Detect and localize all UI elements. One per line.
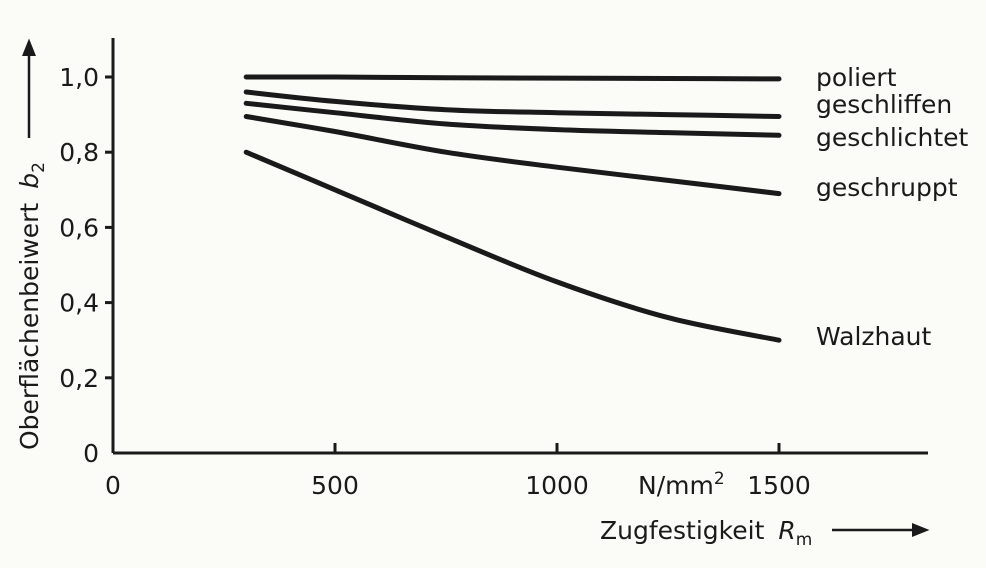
data-series <box>243 74 782 343</box>
series-label-poliert: poliert <box>816 63 897 92</box>
x-axis-unit: N/mm2 <box>638 469 725 500</box>
series-label-geschruppt: geschruppt <box>816 173 958 202</box>
y-tick-label: 0,8 <box>59 138 99 167</box>
series-label-geschlichtet: geschlichtet <box>816 123 969 152</box>
series-line-geschlichtet <box>243 100 782 138</box>
x-tick-label: 500 <box>311 471 359 500</box>
x-tick-label: 1000 <box>525 471 589 500</box>
series-line-poliert <box>243 74 782 82</box>
x-axis-ticks: 0 500 1000 1500 <box>105 443 811 500</box>
y-tick-label: 0,6 <box>59 213 99 242</box>
x-tick-label: 1500 <box>747 471 811 500</box>
y-tick-label: 0,2 <box>59 364 99 393</box>
x-tick-label: 0 <box>105 471 121 500</box>
y-axis-ticks: 0 0,2 0,4 0,6 0,8 1,0 <box>59 63 113 468</box>
series-line-geschliffen <box>243 89 782 119</box>
y-tick-label: 0 <box>83 439 99 468</box>
series-line-walzhaut <box>243 149 782 343</box>
series-label-walzhaut: Walzhaut <box>816 322 932 351</box>
x-axis-label: Zugfestigkeit Rm <box>600 516 812 550</box>
series-line-geschruppt <box>243 114 782 197</box>
y-tick-label: 0,4 <box>59 289 99 318</box>
y-tick-label: 1,0 <box>59 63 99 92</box>
y-axis-label: Oberflächenbeiwertb2 <box>15 162 49 450</box>
series-label-geschliffen: geschliffen <box>816 90 952 119</box>
